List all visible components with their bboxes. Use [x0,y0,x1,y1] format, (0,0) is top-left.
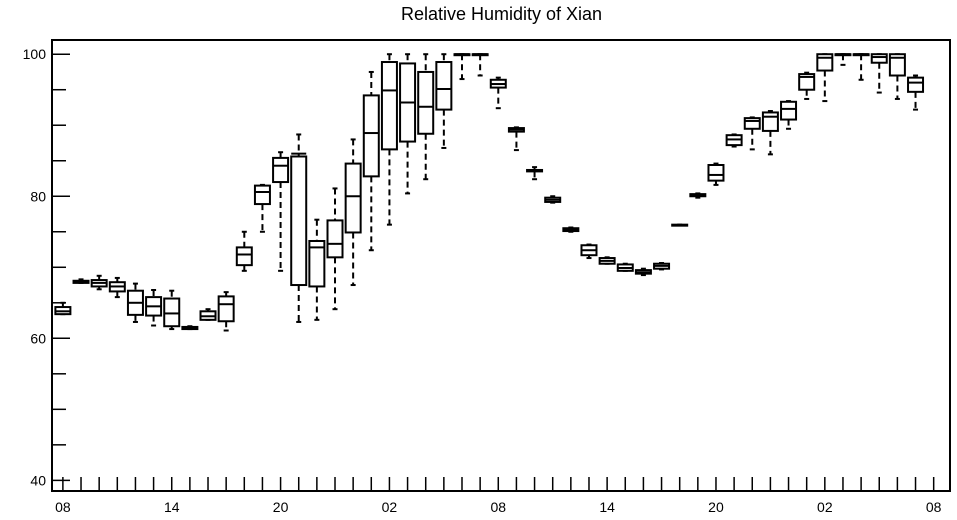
box-plot-item [834,53,852,66]
box-plot-item [126,282,144,323]
iqr-box [272,156,290,184]
box-plot-item [54,301,72,316]
plot-frame [51,39,951,492]
box-plot-item [634,267,652,277]
iqr-box [743,117,761,130]
iqr-box [344,162,362,234]
iqr-box [780,100,798,121]
iqr-box [888,53,906,77]
box-plot-item [181,325,199,331]
iqr-box [362,94,380,178]
box-plot-item [90,274,108,291]
box-plot-item [616,262,634,272]
box-plot-item [780,100,798,130]
box-plot-item [235,230,253,272]
y-axis: 40 60 80 100 [23,46,70,488]
box-plot-item [362,70,380,252]
box-plot-item [326,187,344,311]
x-tick-label: 20 [708,499,724,515]
iqr-box [380,61,398,151]
y-tick-label: 40 [30,472,46,488]
box-plot-item [743,116,761,151]
box-plot-item [344,138,362,287]
x-tick-label: 02 [817,499,833,515]
box-plot-item [707,162,725,186]
iqr-box [707,164,725,182]
box-plot-item [852,53,870,81]
x-tick-label: 20 [273,499,289,515]
iqr-box [417,70,435,135]
box-plot-item [907,74,925,111]
box-plot-item [526,166,544,181]
box-plot-item [163,289,181,331]
box-plot-item [417,53,435,181]
box-plot-item [798,71,816,100]
box-series [54,53,925,332]
box-plot-item [217,291,235,332]
box-plot-item [108,276,126,299]
box-plot-item [272,151,290,272]
x-tick-label: 02 [382,499,398,515]
y-tick-label: 60 [30,330,46,346]
x-tick-label: 08 [926,499,942,515]
iqr-box [870,53,888,64]
box-plot-item [888,53,906,100]
x-tick-label: 08 [55,499,71,515]
iqr-box [290,155,308,287]
box-plot-item [489,76,507,110]
iqr-box [253,184,271,206]
iqr-box [435,61,453,111]
y-tick-label: 80 [30,188,46,204]
iqr-box [217,295,235,323]
box-plot-item [308,218,326,321]
box-plot-item [689,192,707,199]
iqr-box [163,297,181,328]
iqr-box [308,239,326,288]
box-plot-item [598,256,616,265]
box-plot-item [816,53,834,103]
box-plot-item [290,133,308,323]
box-plot-item [145,289,163,327]
x-tick-label: 14 [599,499,615,515]
iqr-box [326,219,344,259]
iqr-box [816,53,834,72]
x-tick-label: 08 [490,499,506,515]
iqr-box [907,76,925,93]
iqr-box [761,111,779,132]
x-axis: 08 14 20 02 08 14 20 02 08 [55,477,942,515]
box-plot-item [761,110,779,156]
box-plot-item [870,53,888,94]
box-plot-item [399,53,417,195]
box-plot-item [453,53,471,81]
box-plot-item [580,243,598,260]
iqr-box [798,73,816,91]
box-plot-item [653,262,671,271]
box-plot-item [435,53,453,149]
x-tick-label: 14 [164,499,180,515]
box-plot-item [72,278,90,284]
box-plot-item [562,226,580,233]
box-plot-item [507,126,525,152]
box-plot-item [380,53,398,226]
box-plot-item [199,308,217,321]
box-plot-item [671,223,689,227]
box-plot-item [544,195,562,204]
box-plot-item [725,133,743,148]
y-tick-label: 100 [23,46,47,62]
box-plot-item [253,183,271,233]
chart-title: Relative Humidity of Xian [400,4,603,24]
iqr-box [235,246,253,267]
box-plot-item [471,53,489,77]
